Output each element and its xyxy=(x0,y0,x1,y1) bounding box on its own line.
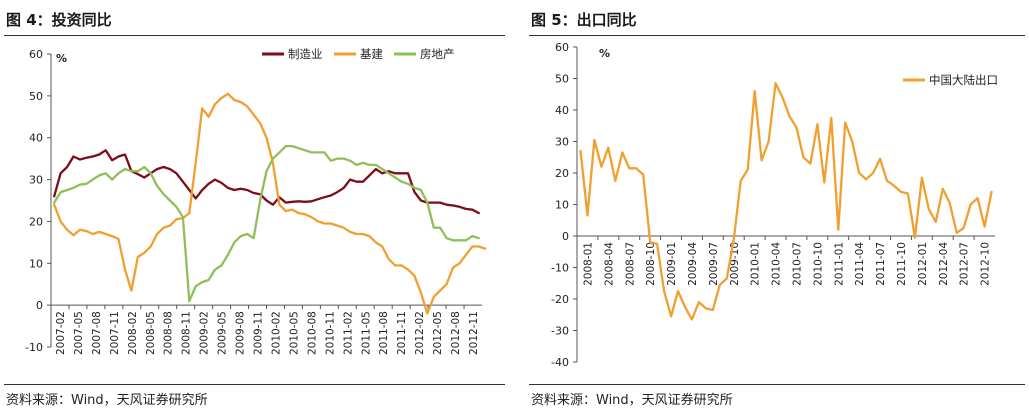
source-note: 资料来源：Wind，天风证券研究所 xyxy=(531,393,733,408)
bottom-rule xyxy=(4,384,505,385)
top-rule xyxy=(4,35,505,36)
x-tick-label: 2009-11 xyxy=(253,311,265,355)
x-tick-label: 2012-04 xyxy=(938,242,950,286)
series-line-房地产 xyxy=(53,144,480,303)
x-tick-label: 2012-02 xyxy=(414,311,426,355)
x-tick-label: 2007-11 xyxy=(109,311,121,355)
x-tick-label: 2010-05 xyxy=(288,311,300,355)
y-tick-label: 0 xyxy=(562,230,569,243)
y-tick-label: -20 xyxy=(551,293,569,306)
series-line-中国大陆出口 xyxy=(579,82,993,321)
x-tick-label: 2009-02 xyxy=(199,311,211,355)
legend-label: 房地产 xyxy=(420,47,455,61)
exports-line-chart: -40 -30 -20 -10 0 10 20 30 40 50 60 % 2008-01 2008-04… xyxy=(551,41,998,369)
bottom-rule xyxy=(529,384,1025,385)
x-tick-label: 2010-02 xyxy=(270,311,282,355)
x-tick-label: 2010-10 xyxy=(812,242,824,286)
y-tick-label: 30 xyxy=(555,136,569,149)
y-axis-unit: % xyxy=(599,47,610,60)
x-tick-label: 2010-01 xyxy=(750,242,762,286)
investment-line-chart: -10 0 10 20 30 40 50 60 % 2007-02 2007-05 2007-08 20… xyxy=(25,47,487,355)
x-tick-label: 2011-02 xyxy=(342,311,354,355)
y-tick-label: 40 xyxy=(555,104,569,117)
x-tick-label: 2010-04 xyxy=(771,242,783,286)
figure-title: 图 4：投资同比 xyxy=(6,11,112,29)
legend-label: 基建 xyxy=(360,47,383,61)
x-tick-label: 2011-11 xyxy=(396,311,408,355)
x-tick-label: 2009-04 xyxy=(687,242,699,286)
y-tick-label: 10 xyxy=(29,257,43,270)
legend-label: 中国大陆出口 xyxy=(929,73,998,87)
y-tick-label: 60 xyxy=(555,41,569,54)
x-tick-label: 2008-04 xyxy=(603,242,615,286)
y-tick-label: 50 xyxy=(555,73,569,86)
y-tick-label: -40 xyxy=(551,356,569,369)
y-tick-label: -10 xyxy=(551,262,569,275)
x-tick-label: 2007-08 xyxy=(91,311,103,355)
x-tick-label: 2008-02 xyxy=(127,311,139,355)
x-tick-label: 2008-01 xyxy=(582,242,594,286)
x-tick-label: 2008-08 xyxy=(163,311,175,355)
x-tick-label: 2010-11 xyxy=(324,311,336,355)
x-tick-label: 2010-07 xyxy=(791,242,803,286)
x-tick-label: 2011-01 xyxy=(833,242,845,286)
x-tick-label: 2008-05 xyxy=(145,311,157,355)
x-tick-label: 2007-05 xyxy=(73,311,85,355)
x-tick-label: 2011-08 xyxy=(378,311,390,355)
y-tick-label: 20 xyxy=(29,215,43,228)
x-tick-label: 2012-11 xyxy=(468,311,480,355)
figure-title: 图 5：出口同比 xyxy=(531,11,637,29)
y-tick-label: -30 xyxy=(551,325,569,338)
x-tick-label: 2011-10 xyxy=(896,242,908,286)
y-tick-label: 50 xyxy=(29,90,43,103)
x-tick-label: 2011-04 xyxy=(854,242,866,286)
y-tick-label: 40 xyxy=(29,132,43,145)
x-tick-label: 2011-05 xyxy=(360,311,372,355)
y-tick-label: 10 xyxy=(555,199,569,212)
x-tick-label: 2008-11 xyxy=(181,311,193,355)
x-tick-label: 2012-01 xyxy=(917,242,929,286)
y-axis-unit: % xyxy=(56,52,67,65)
y-tick-label: 60 xyxy=(29,48,43,61)
series-line-制造业 xyxy=(53,149,480,215)
x-tick-label: 2011-07 xyxy=(875,242,887,286)
top-rule xyxy=(529,35,1025,36)
x-tick-label: 2009-08 xyxy=(235,311,247,355)
x-tick-label: 2012-07 xyxy=(959,242,971,286)
x-tick-label: 2012-08 xyxy=(450,311,462,355)
chart-panel-investment: 图 4：投资同比 -10 0 10 20 30 40 50 60% 2007-02 2007-05… xyxy=(0,0,505,417)
x-tick-label: 2008-07 xyxy=(624,242,636,286)
y-tick-label: -10 xyxy=(25,341,43,354)
x-tick-label: 2009-01 xyxy=(666,242,678,286)
x-tick-label: 2010-08 xyxy=(306,311,318,355)
x-tick-label: 2012-05 xyxy=(432,311,444,355)
chart-panel-exports: 图 5：出口同比 -40 -30 -20 -10 0 10 20 30 40 50 60% 2008-… xyxy=(525,0,1025,417)
legend-label: 制造业 xyxy=(288,47,323,61)
x-tick-label: 2008-10 xyxy=(645,242,657,286)
x-tick-label: 2009-05 xyxy=(217,311,229,355)
y-tick-label: 30 xyxy=(29,174,43,187)
y-tick-label: 0 xyxy=(36,299,43,312)
y-tick-label: 20 xyxy=(555,167,569,180)
x-tick-label: 2007-02 xyxy=(55,311,67,355)
x-tick-label: 2009-07 xyxy=(708,242,720,286)
series-line-基建 xyxy=(53,92,487,315)
x-tick-label: 2012-10 xyxy=(980,242,992,286)
source-note: 资料来源：Wind，天风证券研究所 xyxy=(6,393,208,408)
